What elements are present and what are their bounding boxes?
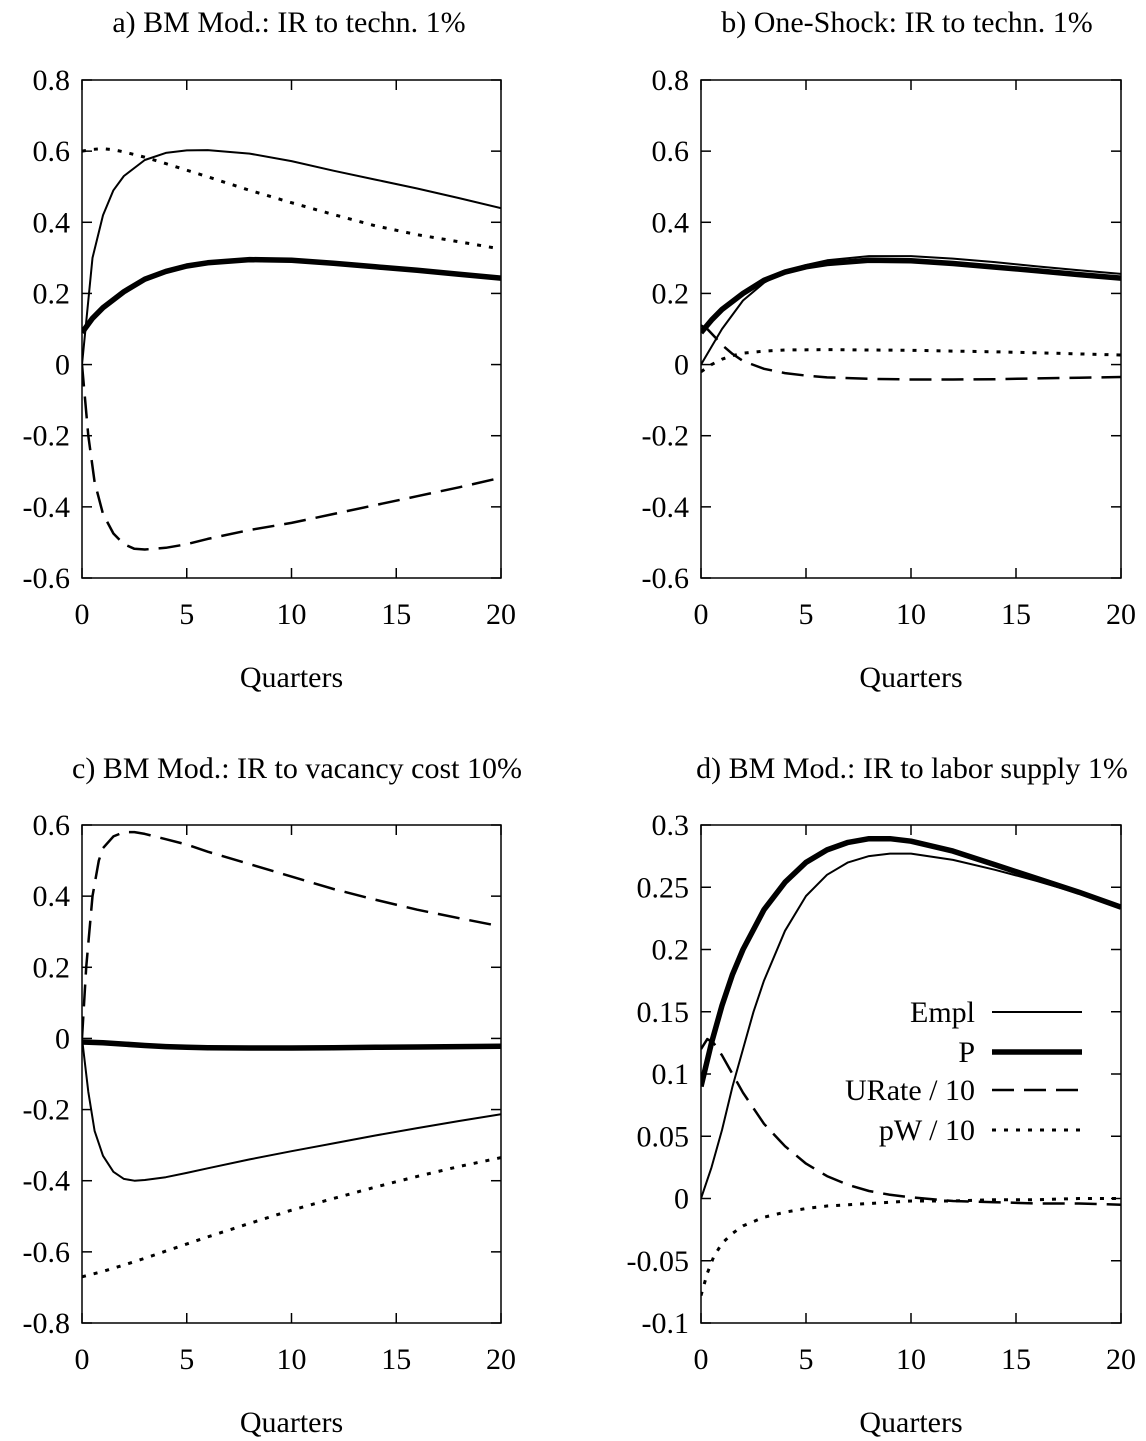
- x-tick-label: 0: [75, 1343, 90, 1376]
- x-tick-label: 5: [799, 598, 814, 631]
- series-group: [701, 255, 1121, 381]
- chart-panel-3: c) BM Mod.: IR to vacancy cost 10% 0 5 10 15…: [23, 752, 522, 1439]
- y-tick-label: 0.15: [637, 996, 690, 1029]
- y-tick-label: -0.1: [642, 1307, 690, 1340]
- x-tick-label: 10: [896, 598, 926, 631]
- y-tick-label: 0.4: [33, 880, 71, 913]
- legend-label: pW / 10: [879, 1114, 975, 1147]
- y-tick-label: -0.6: [642, 562, 690, 595]
- series-line-solid-thin: [82, 149, 501, 365]
- series-line-dashed: [82, 830, 501, 1039]
- x-axis-label: Quarters: [240, 661, 343, 694]
- chart-title: c) BM Mod.: IR to vacancy cost 10%: [72, 752, 522, 785]
- series-line-dashed: [701, 324, 1121, 381]
- x-tick-label: 20: [1106, 1343, 1136, 1376]
- y-tick-label: 0.3: [652, 809, 690, 842]
- y-tick-label: -0.6: [23, 562, 71, 595]
- y-tick-label: -0.05: [627, 1245, 690, 1278]
- series-line-dotted: [82, 1156, 501, 1279]
- x-tick-label: 5: [179, 1343, 194, 1376]
- y-tick-label: 0.2: [652, 277, 690, 310]
- series-group: [82, 830, 501, 1279]
- plot-frame: [81, 824, 502, 1324]
- series-line-dotted: [701, 1197, 1121, 1297]
- series-line-dashed: [82, 364, 501, 551]
- series-group: [82, 147, 501, 551]
- y-tick-label: 0: [55, 1022, 70, 1055]
- chart-title: a) BM Mod.: IR to techn. 1%: [112, 6, 465, 39]
- x-tick-label: 5: [179, 598, 194, 631]
- x-tick-label: 5: [799, 1343, 814, 1376]
- y-tick-label: 0.8: [33, 64, 71, 97]
- series-line-dotted: [701, 348, 1121, 373]
- y-tick-label: -0.2: [642, 420, 690, 453]
- y-tick-label: -0.2: [23, 420, 71, 453]
- series-line-solid-thin: [701, 255, 1121, 366]
- series-group: [701, 835, 1121, 1297]
- chart-title: d) BM Mod.: IR to labor supply 1%: [696, 752, 1128, 785]
- x-axis-label: Quarters: [240, 1406, 343, 1439]
- chart-panel-2: b) One-Shock: IR to techn. 1% 0 5 10 15 20 -0.…: [642, 6, 1137, 694]
- y-tick-label: 0: [674, 349, 689, 382]
- chart-panel-4: d) BM Mod.: IR to labor supply 1% 0 5 10 15 2…: [627, 752, 1137, 1439]
- x-tick-label: 0: [75, 598, 90, 631]
- legend-label: P: [958, 1036, 975, 1069]
- x-tick-label: 20: [1106, 598, 1136, 631]
- x-tick-label: 15: [1001, 1343, 1031, 1376]
- y-tick-label: 0.05: [637, 1120, 690, 1153]
- x-tick-label: 10: [277, 1343, 307, 1376]
- y-tick-label: 0.4: [652, 206, 690, 239]
- legend-label: Empl: [910, 996, 975, 1029]
- legend-label: URate / 10: [845, 1074, 975, 1107]
- series-line-dotted: [82, 147, 501, 251]
- y-tick-label: -0.4: [23, 491, 71, 524]
- series-line-solid-thin: [701, 852, 1121, 1199]
- y-tick-label: 0: [55, 349, 70, 382]
- y-tick-label: -0.8: [23, 1307, 71, 1340]
- y-tick-label: 0.2: [652, 934, 690, 967]
- y-tick-label: 0.8: [652, 64, 690, 97]
- y-tick-label: -0.6: [23, 1236, 71, 1269]
- x-tick-label: 0: [694, 598, 709, 631]
- plot-frame: [81, 79, 502, 579]
- series-line-solid-thick: [82, 1039, 501, 1051]
- series-line-solid-thin: [82, 1038, 501, 1182]
- y-tick-label: 0.25: [637, 871, 690, 904]
- y-tick-label: 0.4: [33, 206, 71, 239]
- y-tick-label: 0.1: [652, 1058, 690, 1091]
- x-tick-label: 10: [277, 598, 307, 631]
- x-tick-label: 15: [381, 1343, 411, 1376]
- series-line-dashed: [701, 1037, 1121, 1206]
- y-tick-label: 0.6: [33, 135, 71, 168]
- y-tick-label: -0.2: [23, 1094, 71, 1127]
- x-tick-label: 15: [381, 598, 411, 631]
- y-tick-label: 0.6: [652, 135, 690, 168]
- y-tick-label: 0: [674, 1183, 689, 1216]
- x-axis-label: Quarters: [859, 661, 962, 694]
- y-tick-label: -0.4: [642, 491, 690, 524]
- x-tick-label: 15: [1001, 598, 1031, 631]
- y-tick-label: 0.2: [33, 277, 71, 310]
- plot-frame: [700, 79, 1122, 579]
- series-line-solid-thick: [701, 257, 1121, 335]
- x-tick-label: 20: [486, 1343, 516, 1376]
- y-tick-label: 0.6: [33, 809, 71, 842]
- x-tick-label: 10: [896, 1343, 926, 1376]
- chart-title: b) One-Shock: IR to techn. 1%: [721, 6, 1093, 39]
- chart-panel-1: a) BM Mod.: IR to techn. 1% 0 5 10 15 20 -0.6 -…: [23, 6, 517, 694]
- x-axis-label: Quarters: [859, 1406, 962, 1439]
- y-tick-label: -0.4: [23, 1165, 71, 1198]
- x-tick-label: 0: [694, 1343, 709, 1376]
- legend: Empl P URate / 10 pW / 10: [845, 996, 1082, 1147]
- series-line-solid-thick: [701, 835, 1121, 1088]
- series-line-solid-thick: [82, 256, 501, 335]
- x-tick-label: 20: [486, 598, 516, 631]
- y-tick-label: 0.2: [33, 951, 71, 984]
